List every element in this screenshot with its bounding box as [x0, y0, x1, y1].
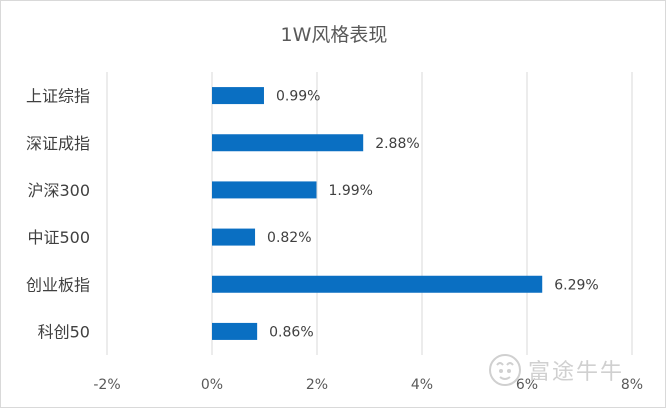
x-tick-label: 2%	[306, 377, 328, 393]
x-tick-labels: -2% 0% 2% 4% 6% 8%	[93, 377, 643, 393]
category-label: 科创50	[38, 322, 90, 341]
bar	[212, 87, 264, 105]
x-tick-label: 6%	[516, 377, 538, 393]
watermark-text: 富途牛牛	[528, 360, 625, 385]
gridlines	[106, 72, 633, 355]
x-tick-label: 4%	[411, 377, 433, 393]
bar	[212, 275, 543, 293]
bar	[212, 322, 258, 340]
category-label: 上证综指	[26, 87, 90, 106]
bar	[212, 228, 256, 246]
chart-title: 1W风格表现	[281, 24, 388, 46]
data-label: 1.99%	[328, 183, 372, 199]
x-tick-label: 0%	[201, 377, 223, 393]
data-label: 0.86%	[269, 324, 313, 340]
category-label: 深证成指	[26, 134, 90, 153]
bar	[212, 134, 364, 152]
watermark: 富途牛牛	[488, 350, 658, 390]
data-label: 0.99%	[276, 89, 320, 105]
bars	[212, 87, 543, 340]
x-tick-label: -2%	[93, 377, 120, 393]
category-label: 沪深300	[27, 181, 90, 200]
data-labels: 0.99% 2.88% 1.99% 0.82% 6.29% 0.86%	[267, 89, 599, 341]
data-label: 6.29%	[554, 277, 598, 293]
category-label: 中证500	[27, 228, 90, 247]
category-label: 创业板指	[26, 275, 90, 294]
futu-bull-icon	[489, 354, 521, 386]
data-label: 0.82%	[267, 230, 311, 246]
data-label: 2.88%	[375, 136, 419, 152]
x-tick-label: 8%	[621, 377, 643, 393]
bar	[212, 181, 317, 199]
